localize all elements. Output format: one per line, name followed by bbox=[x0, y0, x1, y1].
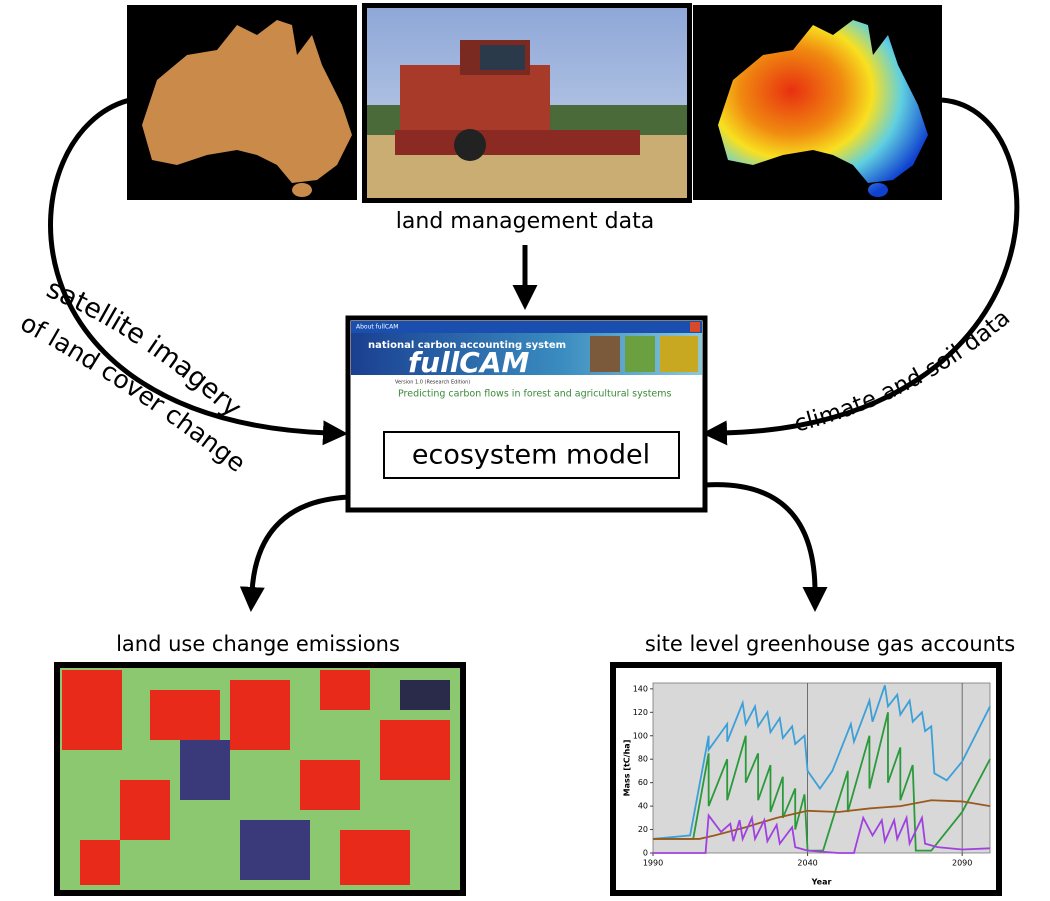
label-text: climate and soil data bbox=[792, 304, 1015, 437]
y-tick-label: 100 bbox=[633, 731, 648, 740]
harvester-photo bbox=[362, 3, 692, 203]
caption: site level greenhouse gas accounts bbox=[645, 632, 1015, 656]
y-tick-label: 120 bbox=[633, 708, 648, 717]
tagline: Predicting carbon flows in forest and ag… bbox=[398, 389, 672, 400]
y-tick-label: 20 bbox=[638, 825, 648, 834]
caption: land use change emissions bbox=[116, 632, 400, 656]
series-line bbox=[652, 685, 991, 840]
arrow bbox=[704, 482, 828, 612]
x-tick-label: 2040 bbox=[797, 859, 817, 868]
y-tick-label: 140 bbox=[633, 684, 648, 693]
version: Version 1.0 (Research Edition) bbox=[395, 380, 470, 386]
arrow bbox=[48, 97, 348, 446]
series-line bbox=[653, 799, 991, 840]
y-tick-label: 0 bbox=[643, 849, 648, 858]
arrow bbox=[702, 97, 1020, 446]
product-name: fullCAM bbox=[408, 346, 530, 379]
window-title: About fullCAM bbox=[356, 324, 398, 331]
close-button[interactable] bbox=[690, 322, 700, 332]
satellite-image bbox=[127, 5, 357, 200]
caption: land management data bbox=[396, 209, 654, 234]
y-tick-label: 60 bbox=[638, 778, 648, 787]
banner-text: national carbon accounting system bbox=[368, 340, 566, 351]
x-tick-label: 1990 bbox=[643, 859, 663, 868]
y-tick-label: 80 bbox=[638, 755, 648, 764]
climate-map bbox=[693, 5, 942, 200]
x-axis-label: Year bbox=[811, 878, 832, 887]
app-window: About fullCAM national carbon accounting… bbox=[345, 315, 708, 513]
y-tick-label: 40 bbox=[638, 802, 648, 811]
x-tick-label: 2090 bbox=[952, 859, 972, 868]
arrow bbox=[239, 494, 351, 612]
label: climate and soil data bbox=[792, 304, 1015, 437]
y-axis-label: Mass [tC/ha] bbox=[623, 740, 632, 797]
chart-panel bbox=[610, 662, 1002, 896]
model-label: ecosystem model bbox=[412, 440, 650, 471]
land-use-image bbox=[54, 662, 466, 896]
series-line bbox=[653, 813, 991, 854]
